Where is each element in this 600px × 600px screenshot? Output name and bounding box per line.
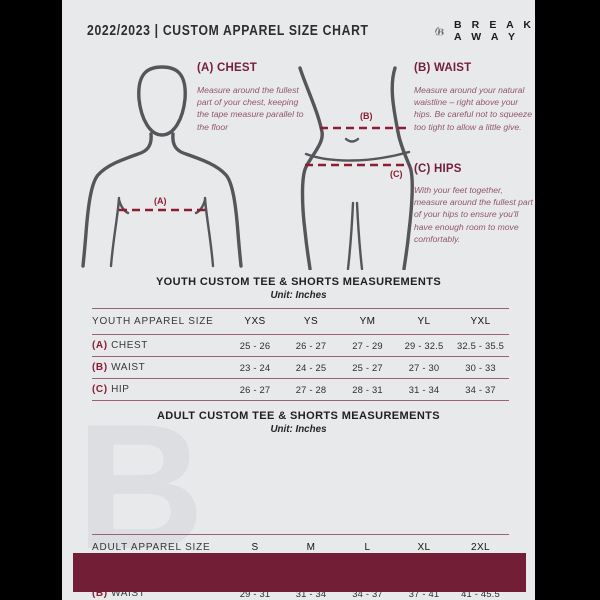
adult-table-title: ADULT CUSTOM TEE & SHORTS MEASUREMENTS xyxy=(156,410,441,422)
hips-description: With your feet together, measure around … xyxy=(414,185,533,244)
adult-table-unit: Unit: Inches xyxy=(270,424,327,435)
row-label: (C) HIP xyxy=(92,384,130,395)
waist-heading: (B) WAIST xyxy=(414,62,472,74)
table-header-cell: YM xyxy=(359,316,376,327)
table-cell: 32.5 - 35.5 xyxy=(456,340,505,351)
waist-line-label: (B) xyxy=(360,111,373,121)
table-header-cell: XL xyxy=(417,542,431,553)
table-cell: 37 - 41 xyxy=(408,588,440,599)
table-cell: 31 - 34 xyxy=(408,384,440,395)
table-cell: 28 - 31 xyxy=(352,384,383,395)
table-header-cell: 2XL xyxy=(471,542,490,553)
youth-hip-row: (C) HIP 26 - 27 27 - 28 28 - 31 31 - 34 … xyxy=(92,378,509,401)
lower-body-diagram xyxy=(298,66,414,270)
table-cell: 27 - 30 xyxy=(408,362,440,373)
row-label: (A) CHEST xyxy=(92,340,148,351)
table-cell: 25 - 27 xyxy=(352,362,383,373)
table-cell: 30 - 33 xyxy=(465,362,496,373)
youth-waist-row: (B) WAIST 23 - 24 24 - 25 25 - 27 27 - 3… xyxy=(92,356,509,379)
table-header-cell: L xyxy=(364,542,371,553)
chest-line-label: (A) xyxy=(154,196,167,206)
youth-size-table: YOUTH APPAREL SIZE YXS YS YM YL YXL (A) … xyxy=(92,308,509,401)
table-header-cell: YS xyxy=(303,316,319,327)
table-cell: 23 - 24 xyxy=(239,362,271,373)
svg-text:B: B xyxy=(436,28,444,39)
waist-description: Measure around your natural waistline – … xyxy=(414,85,533,132)
table-cell: 26 - 27 xyxy=(295,340,327,351)
page-title: 2022/2023 | CUSTOM APPAREL SIZE CHART xyxy=(87,23,369,39)
table-cell: 41 - 45.5 xyxy=(461,588,500,599)
chest-heading: (A) CHEST xyxy=(197,62,257,74)
body-measurement-diagram xyxy=(81,65,414,270)
hips-heading: (C) HIPS xyxy=(414,163,462,175)
brand-logo: B B R E A K A W A Y xyxy=(432,17,535,45)
table-header-cell: S xyxy=(251,542,259,553)
table-cell: 27 - 28 xyxy=(295,384,327,395)
table-cell: 29 - 32.5 xyxy=(404,340,444,351)
row-label: (B) WAIST xyxy=(92,362,146,373)
table-header-cell: ADULT APPAREL SIZE xyxy=(92,542,211,553)
table-header-cell: YL xyxy=(417,316,431,327)
footer-accent-bar xyxy=(73,553,526,592)
row-key: (B) xyxy=(92,588,108,599)
youth-table-unit: Unit: Inches xyxy=(270,290,327,301)
youth-chest-row: (A) CHEST 25 - 26 26 - 27 27 - 29 29 - 3… xyxy=(92,334,509,357)
adult-header-row: ADULT APPAREL SIZE S M L XL 2XL xyxy=(92,534,509,561)
row-key: (A) xyxy=(92,340,108,351)
size-chart-document: B 2022/2023 | CUSTOM APPAREL SIZE CHART … xyxy=(62,0,535,600)
youth-table-title: YOUTH CUSTOM TEE & SHORTS MEASUREMENTS xyxy=(155,276,442,288)
table-header-cell: YXS xyxy=(244,316,266,327)
row-label: (B) WAIST xyxy=(92,588,146,599)
brand-name: B R E A K A W A Y xyxy=(453,19,535,43)
chest-description: Measure around the fullest part of your … xyxy=(197,85,304,132)
table-header-cell: M xyxy=(306,542,316,553)
breakaway-logo-icon: B xyxy=(433,26,445,39)
hips-line-label: (C) xyxy=(390,169,403,179)
table-cell: 25 - 26 xyxy=(239,340,271,351)
table-header-cell: YOUTH APPAREL SIZE xyxy=(92,316,214,327)
row-key: (B) xyxy=(92,362,108,373)
table-header-cell: YXL xyxy=(470,316,491,327)
row-key: (C) xyxy=(92,384,108,395)
youth-header-row: YOUTH APPAREL SIZE YXS YS YM YL YXL xyxy=(92,308,509,335)
table-cell: 34 - 37 xyxy=(465,384,496,395)
torso-diagram xyxy=(81,65,243,268)
table-cell: 34 - 37 xyxy=(352,588,383,599)
table-cell: 29 - 31 xyxy=(239,588,271,599)
table-cell: 24 - 25 xyxy=(295,362,327,373)
watermark-logo: B xyxy=(76,387,205,586)
table-cell: 26 - 27 xyxy=(239,384,271,395)
table-cell: 27 - 29 xyxy=(352,340,383,351)
table-cell: 31 - 34 xyxy=(295,588,327,599)
